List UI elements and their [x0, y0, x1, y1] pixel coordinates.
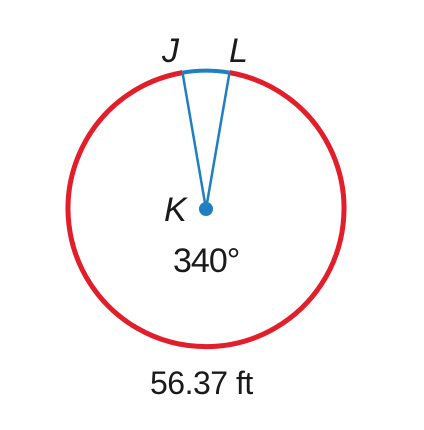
arc-angle-label: 340°: [173, 242, 240, 280]
radius-kl: [204, 72, 231, 210]
point-j-label: J: [162, 32, 179, 70]
minor-arc-jl: [182, 68, 230, 75]
arc-length-label: 56.37 ft: [150, 365, 253, 401]
point-l-label: L: [229, 32, 248, 70]
center-point-icon: [199, 202, 213, 216]
center-k-label: K: [164, 191, 187, 229]
radius-kj: [181, 72, 208, 210]
major-arc: [65, 70, 347, 350]
